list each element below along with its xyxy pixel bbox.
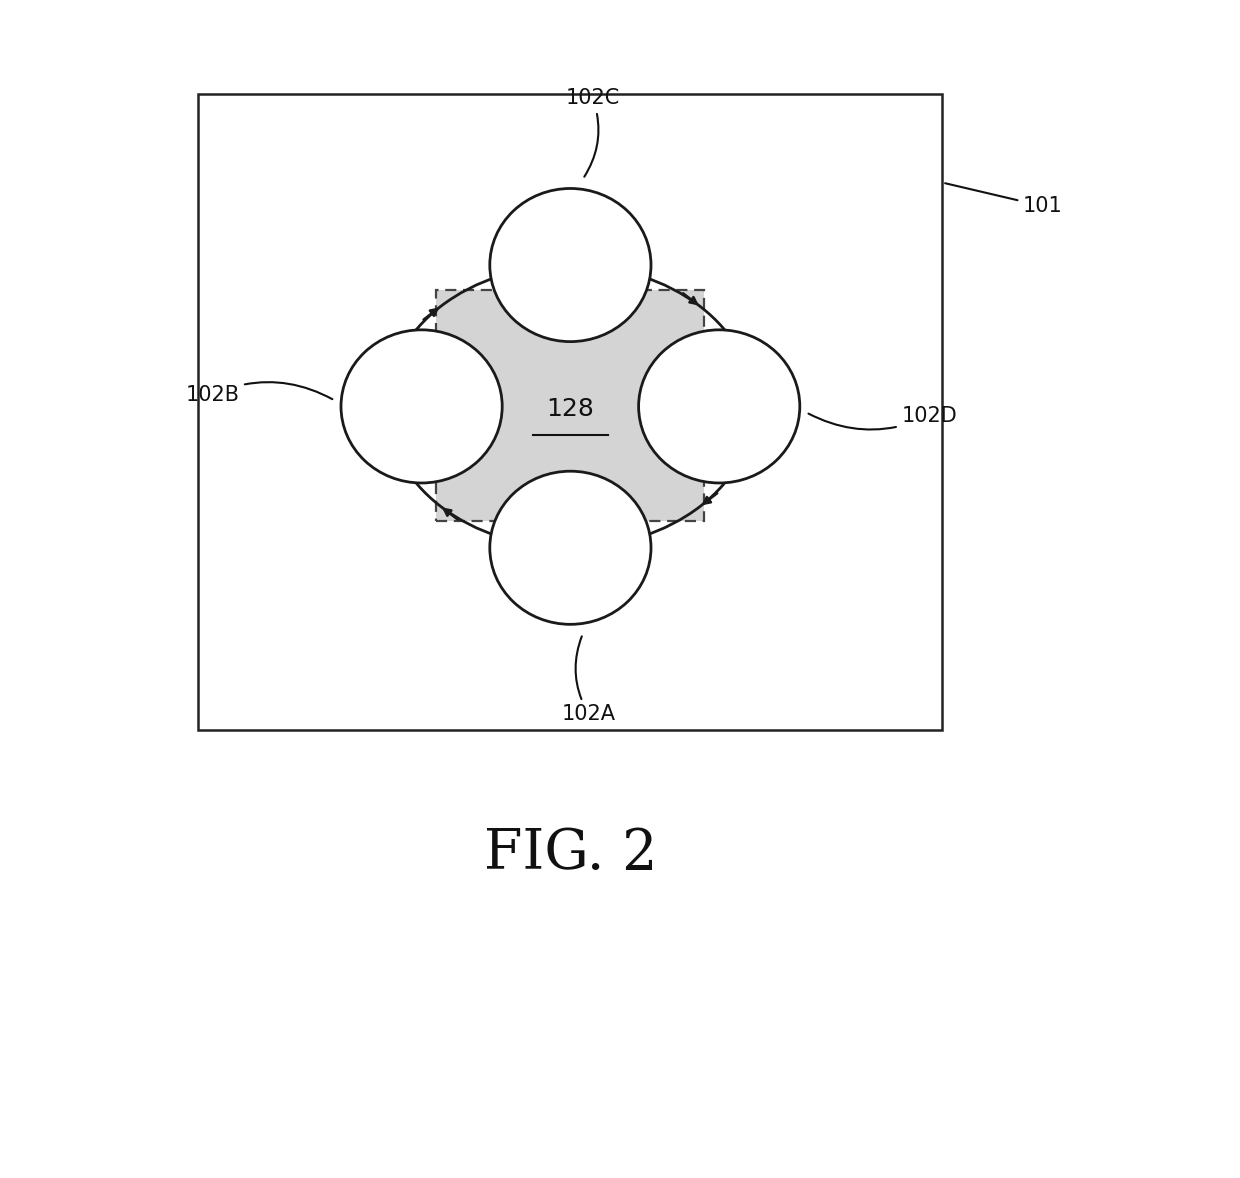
Circle shape [341, 330, 502, 483]
Bar [198, 94, 942, 730]
Bar [436, 290, 704, 521]
Circle shape [490, 471, 651, 624]
Text: 102C: 102C [565, 88, 620, 177]
Text: 128: 128 [547, 397, 594, 421]
Text: 102D: 102D [808, 406, 957, 430]
Circle shape [639, 330, 800, 483]
Text: 101: 101 [945, 184, 1063, 216]
Circle shape [490, 188, 651, 342]
Text: 102A: 102A [562, 636, 616, 724]
Text: FIG. 2: FIG. 2 [484, 827, 657, 881]
Text: 102B: 102B [185, 382, 332, 404]
